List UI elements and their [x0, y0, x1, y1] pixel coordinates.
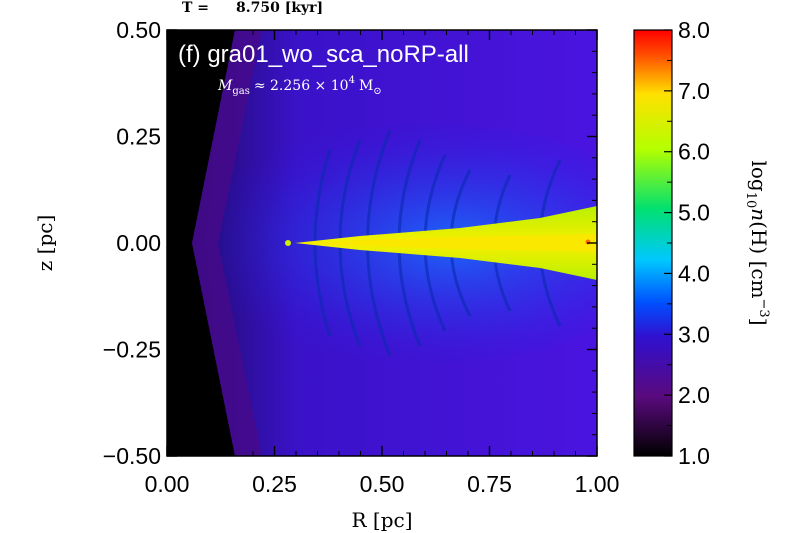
inner-clump — [285, 240, 291, 246]
colorbar-tick-label: 8.0 — [678, 17, 710, 43]
cbar-label-rest: (H) [cm — [747, 221, 771, 298]
colorbar-tick-label: 6.0 — [678, 139, 710, 165]
y-tick-label: 0.50 — [116, 17, 161, 43]
colorbar-ticks: 8.0 7.0 6.0 5.0 4.0 3.0 2.0 1.0 — [664, 17, 710, 469]
x-tick-label: 1.00 — [575, 471, 620, 497]
y-tick-label: −0.50 — [103, 443, 161, 469]
mass-symbol: M — [217, 78, 233, 94]
cbar-label-var: n — [747, 208, 771, 221]
y-axis-label: z [pc] — [33, 215, 57, 272]
y-tick-label: −0.25 — [103, 337, 161, 363]
central-void — [167, 30, 235, 456]
mass-exponent: 4 — [349, 75, 355, 86]
colorbar-tick-label: 2.0 — [678, 382, 710, 408]
colorbar — [634, 30, 672, 456]
mass-annotation: Mgas ≈ 2.256 × 104 M⊙ — [217, 75, 382, 97]
x-tick-label: 0.75 — [467, 471, 512, 497]
mass-value: ≈ 2.256 × 10 — [254, 78, 349, 94]
x-tick-label: 0.00 — [145, 471, 190, 497]
x-tick-label: 0.50 — [360, 471, 405, 497]
outer-clump — [585, 239, 591, 245]
cbar-label-end: ] — [747, 318, 771, 326]
time-label: T = — [182, 0, 209, 16]
mass-subscript: gas — [232, 86, 250, 97]
colorbar-tick-label: 3.0 — [678, 321, 710, 347]
y-tick-label: 0.00 — [116, 230, 161, 256]
colorbar-tick-label: 5.0 — [678, 200, 710, 226]
void-edge — [192, 30, 262, 456]
time-value: 8.750 [kyr] — [236, 0, 323, 16]
x-axis-label: R [pc] — [351, 508, 412, 532]
colorbar-tick-label: 1.0 — [678, 443, 710, 469]
x-tick-label: 0.25 — [252, 471, 297, 497]
colorbar-tick-label: 4.0 — [678, 260, 710, 286]
mass-unit-sub: ⊙ — [373, 86, 381, 97]
cbar-label-sub: 10 — [743, 192, 758, 209]
panel-label: (f) gra01_wo_sca_noRP-all — [178, 41, 469, 68]
y-tick-label: 0.25 — [116, 124, 161, 150]
y-axis-ticks: 0.50 0.25 0.00 −0.25 −0.50 — [103, 17, 597, 469]
colorbar-label: log10n(H) [cm−3] — [743, 160, 771, 325]
disk-core — [300, 234, 597, 252]
colorbar-tick-label: 7.0 — [678, 78, 710, 104]
cbar-label-prefix: log — [747, 160, 771, 191]
mass-unit: M — [359, 78, 373, 94]
density-field — [167, 30, 597, 456]
x-axis-ticks: 0.00 0.25 0.50 0.75 1.00 — [145, 30, 620, 497]
cbar-label-exp: −3 — [756, 299, 771, 318]
